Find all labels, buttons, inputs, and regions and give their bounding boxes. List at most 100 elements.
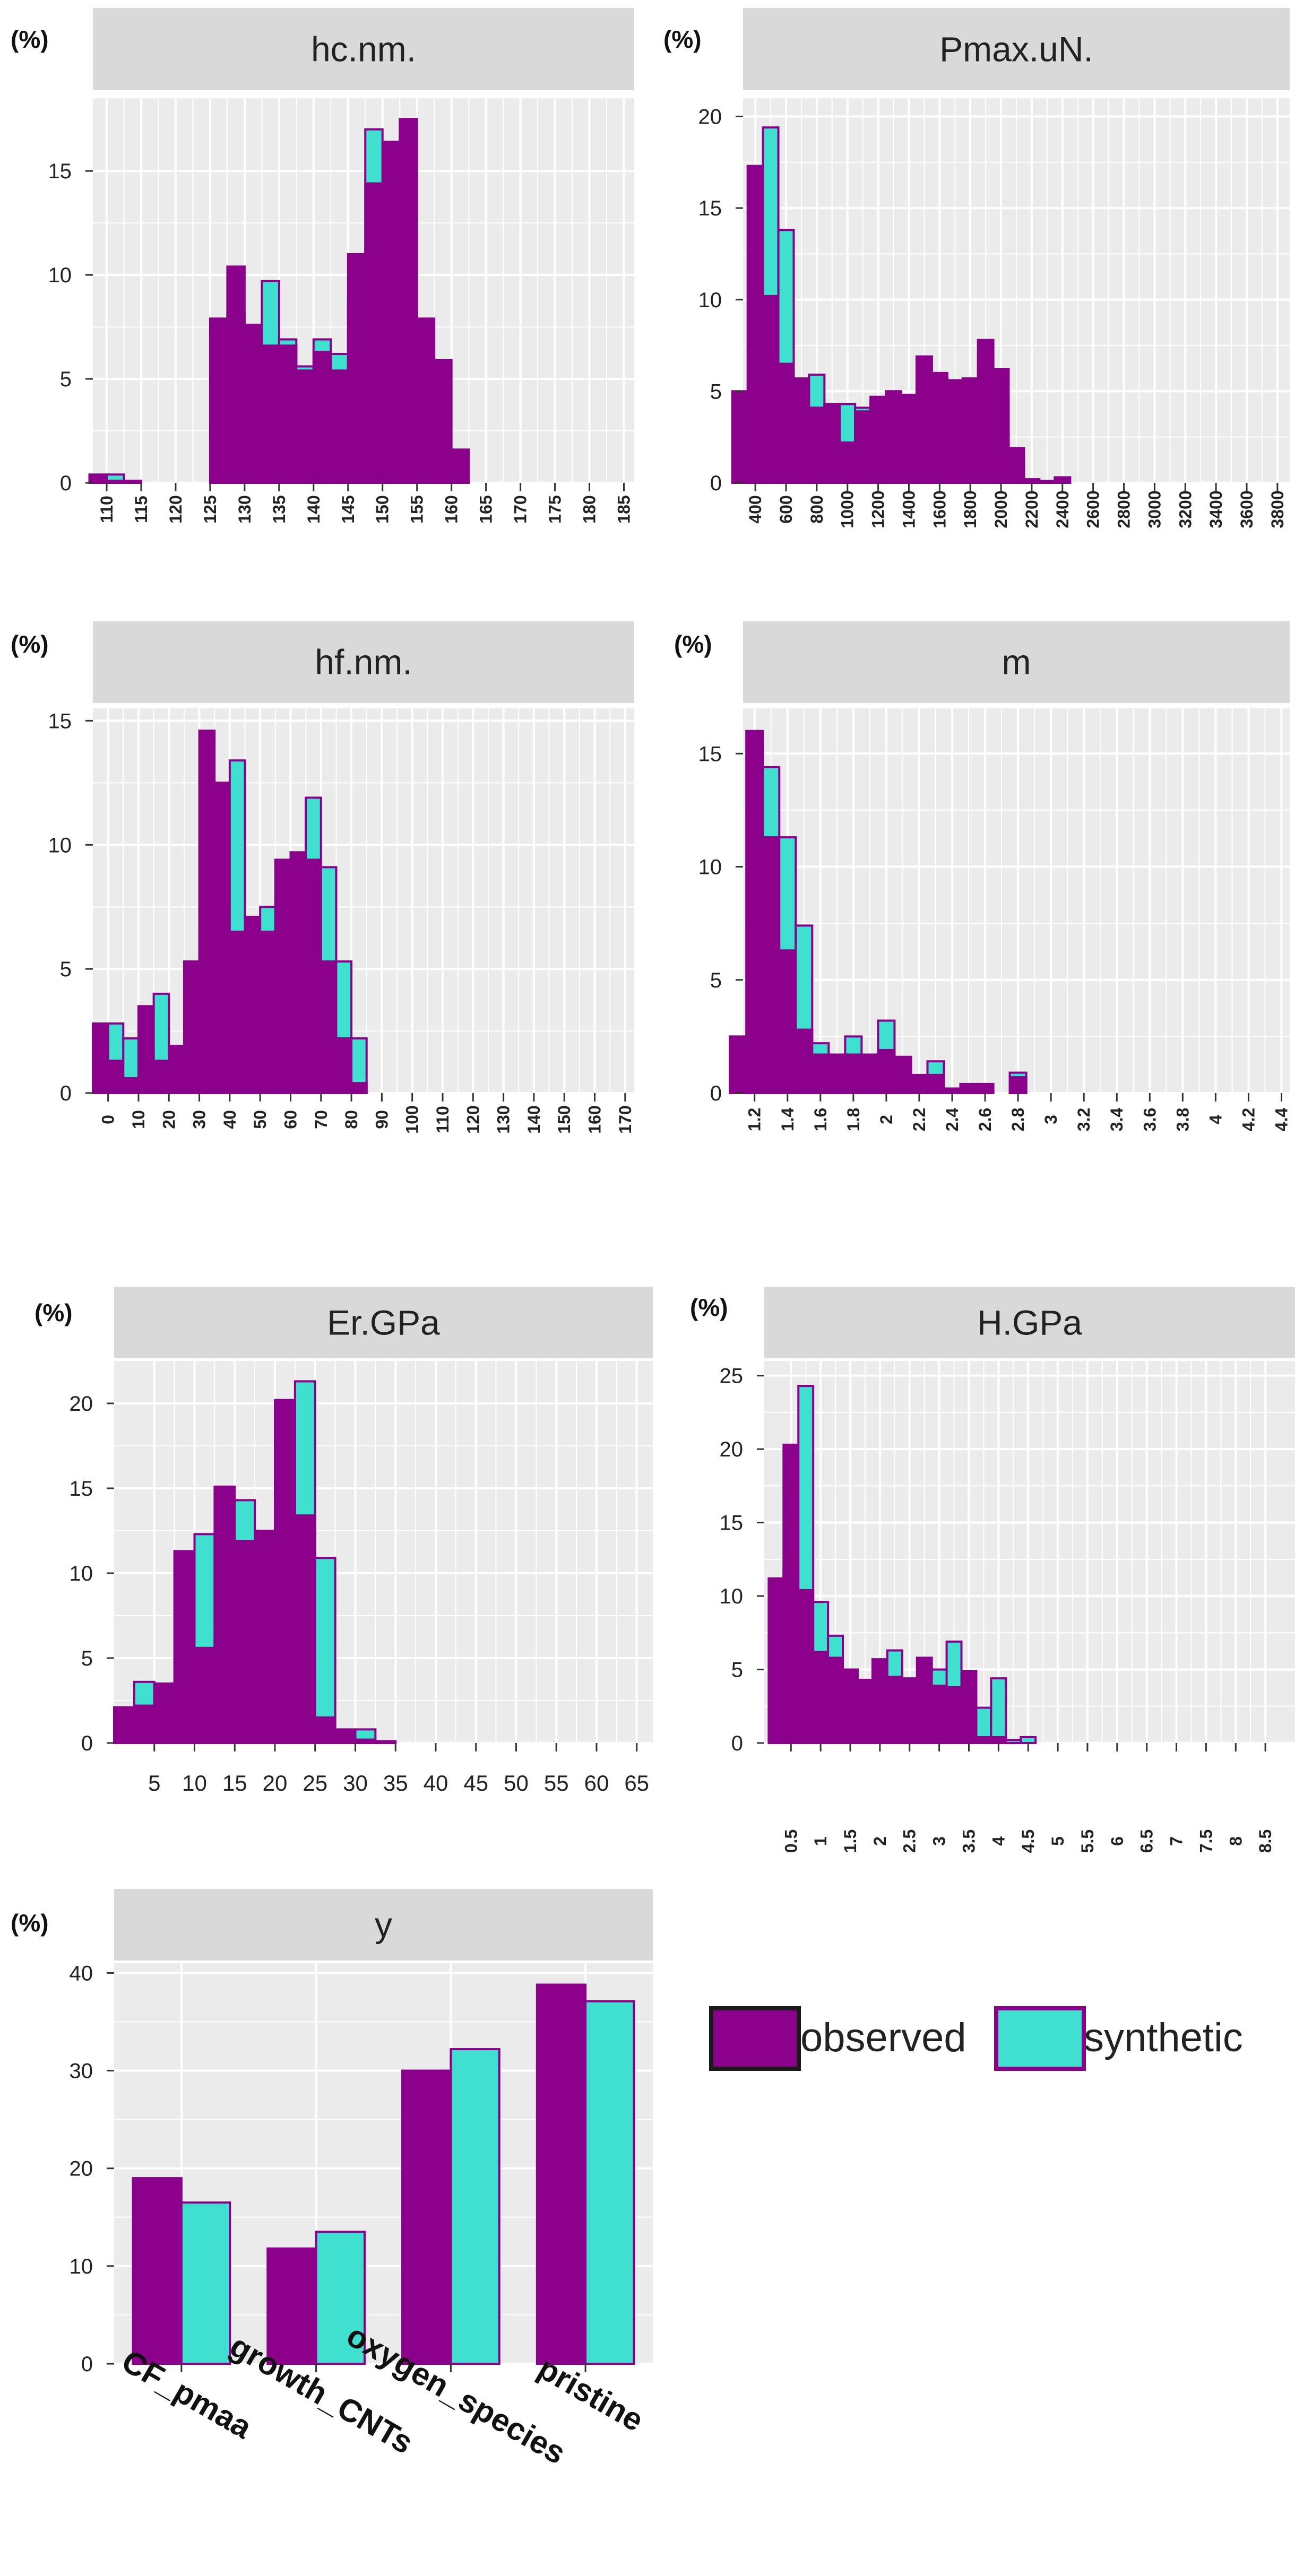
bar-observed xyxy=(959,1082,978,1094)
x-tick-label: 0 xyxy=(99,1115,118,1124)
y-tick-label: 20 xyxy=(70,2157,93,2181)
y-tick-label: 5 xyxy=(81,1647,93,1670)
bar-synthetic-growth-cnts xyxy=(315,2231,366,2365)
x-tick-label: 65 xyxy=(624,1771,649,1796)
bar-observed xyxy=(839,441,857,484)
y-tick-label: 5 xyxy=(60,368,72,391)
bar-observed xyxy=(827,1053,847,1094)
x-tick-label: 80 xyxy=(342,1110,361,1129)
x-tick-label: 2.8 xyxy=(1008,1108,1028,1131)
x-tick-label: 185 xyxy=(615,495,634,523)
y-tick-label: 0 xyxy=(81,1732,93,1755)
bar-observed xyxy=(133,1704,156,1745)
y-tick-label: 15 xyxy=(48,160,72,183)
bar-observed xyxy=(795,1028,814,1095)
y-tick-label: 15 xyxy=(720,1512,744,1535)
x-tick-label: 25 xyxy=(303,1771,327,1796)
bar-observed xyxy=(961,379,979,484)
x-tick-label: 15 xyxy=(222,1771,247,1796)
bar-observed xyxy=(767,1577,785,1745)
bar-observed xyxy=(1023,478,1041,484)
bar-observed xyxy=(886,1676,903,1744)
y-tick-label: 5 xyxy=(60,958,72,981)
bar-observed xyxy=(153,1682,176,1744)
bar-observed xyxy=(399,118,418,484)
x-tick-label: 100 xyxy=(403,1105,422,1133)
bar-observed-pristine xyxy=(536,1983,587,2365)
bar-observed-cf-pmaa xyxy=(132,2177,183,2365)
x-tick-label: 3400 xyxy=(1206,490,1225,528)
bar-observed xyxy=(901,1677,918,1744)
bar-observed xyxy=(797,1589,815,1744)
plot-panel xyxy=(93,708,634,1093)
bar-observed xyxy=(105,480,125,484)
x-tick-label: 3 xyxy=(1041,1115,1060,1124)
x-tick-label: 2.6 xyxy=(976,1108,995,1131)
y-tick-label: 0 xyxy=(60,1082,72,1105)
x-tick-label: 4.2 xyxy=(1239,1108,1258,1131)
x-tick-label: 4 xyxy=(989,1836,1008,1846)
x-tick-label: 5 xyxy=(148,1771,160,1796)
bar-observed xyxy=(305,858,322,1095)
facet-title: y xyxy=(375,1905,392,1945)
bar-synthetic xyxy=(123,480,142,484)
x-tick-label: 140 xyxy=(304,495,323,523)
y-tick-label: 10 xyxy=(698,289,722,312)
y-tick-label: 10 xyxy=(720,1585,744,1608)
chart-y: (%) y010203040CF_pmaagrowth_CNTsoxygen_sp… xyxy=(11,1889,653,2471)
x-tick-label: 90 xyxy=(372,1110,391,1129)
x-tick-label: 150 xyxy=(555,1105,574,1133)
bar-synthetic-cf-pmaa xyxy=(180,2201,231,2365)
facet-title: hc.nm. xyxy=(311,30,416,69)
bar-observed xyxy=(945,1686,963,1745)
plot-panel xyxy=(743,708,1290,1093)
x-tick-label: 50 xyxy=(251,1110,270,1129)
x-tick-label: 3.6 xyxy=(1140,1108,1159,1131)
bar-observed xyxy=(762,836,781,1095)
y-tick-label: 15 xyxy=(70,1477,93,1501)
bar-synthetic-oxygen-species xyxy=(450,2048,500,2365)
x-tick-label: 110 xyxy=(97,496,116,523)
x-tick-label: 3.8 xyxy=(1173,1108,1192,1131)
x-tick-label: 60 xyxy=(584,1771,609,1796)
legend-label-observed: observed xyxy=(800,2015,966,2060)
bar-observed xyxy=(213,782,231,1095)
y-tick-label: 40 xyxy=(70,1962,93,1985)
bar-observed xyxy=(347,253,367,484)
legend-label-synthetic: synthetic xyxy=(1084,2015,1243,2060)
x-tick-label: 0.5 xyxy=(781,1829,800,1853)
y-axis-label: (%) xyxy=(11,1909,49,1937)
x-tick-label: 1800 xyxy=(961,490,980,528)
x-tick-label: 4.4 xyxy=(1272,1108,1291,1132)
bar-observed xyxy=(871,1658,888,1744)
x-tick-label: 5.5 xyxy=(1078,1829,1097,1853)
y-tick-label: 10 xyxy=(70,1562,93,1585)
x-tick-label: 2000 xyxy=(991,490,1011,528)
bar-observed xyxy=(893,1055,912,1094)
y-tick-label: 10 xyxy=(48,834,72,857)
bar-observed xyxy=(289,851,307,1094)
bar-observed xyxy=(335,1037,353,1095)
bar-observed xyxy=(107,1060,125,1095)
y-axis-label: (%) xyxy=(11,25,49,53)
bar-observed xyxy=(193,1646,216,1745)
x-tick-label: 170 xyxy=(616,1105,635,1133)
x-tick-label: 145 xyxy=(339,495,358,523)
bar-observed xyxy=(992,368,1010,484)
bar-observed xyxy=(885,390,903,484)
facet-strip xyxy=(93,621,634,703)
bar-observed-growth-cnts xyxy=(266,2247,317,2365)
x-tick-label: 2.5 xyxy=(900,1829,919,1853)
bar-observed xyxy=(910,1073,929,1094)
bar-synthetic xyxy=(314,1557,336,1744)
bar-observed xyxy=(92,1022,109,1094)
y-tick-label: 25 xyxy=(720,1365,744,1388)
bar-observed xyxy=(762,294,780,484)
bar-observed xyxy=(943,1087,962,1095)
x-tick-label: 125 xyxy=(201,495,220,523)
chart-hc-nm: (%) hc.nm. 0 5 10 15 110 115 120 125 130 135 140 145 1… xyxy=(11,8,634,524)
bar-observed xyxy=(433,359,453,484)
y-tick-label: 0 xyxy=(60,472,72,495)
facet-strip xyxy=(743,621,1290,703)
